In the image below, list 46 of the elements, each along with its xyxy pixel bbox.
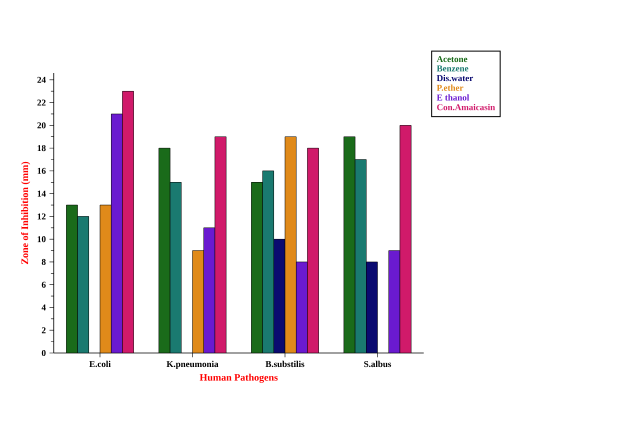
text: P.ether xyxy=(436,84,464,91)
text: Acetone xyxy=(436,56,468,62)
bar xyxy=(307,148,319,353)
y-tick-label: 20 xyxy=(37,122,46,128)
x-tick-label: K.pneumonia xyxy=(166,360,218,369)
y-tick-label: 8 xyxy=(42,258,46,265)
bar xyxy=(192,250,204,353)
bar xyxy=(158,148,170,353)
y-tick-label: 14 xyxy=(38,190,46,197)
bar xyxy=(274,238,286,353)
y-tick-label: 4 xyxy=(42,304,46,310)
bar xyxy=(77,216,90,353)
text: Con.Amaicasin xyxy=(437,104,496,110)
y-tick-label: 22 xyxy=(37,100,46,106)
bar xyxy=(100,204,112,353)
bar xyxy=(284,136,296,353)
bar xyxy=(122,90,134,353)
bar xyxy=(354,159,367,353)
bar xyxy=(214,136,226,353)
x-tick-label: B.substilis xyxy=(266,360,304,368)
y-tick-label: 16 xyxy=(38,168,46,174)
bar xyxy=(170,182,182,353)
text: Dis.water xyxy=(436,74,474,82)
y-tick-label: 12 xyxy=(38,213,46,220)
bar xyxy=(344,136,356,353)
bar xyxy=(110,114,123,353)
x-tick-label: E.coli xyxy=(89,360,111,368)
bar xyxy=(203,228,216,353)
y-axis-title: Zone of Inhibition (mm) xyxy=(21,162,30,264)
y-tick-label: 0 xyxy=(42,350,46,356)
text: E thanol xyxy=(436,94,470,101)
bar xyxy=(366,262,378,353)
bar xyxy=(251,182,263,353)
x-tick-label: S.albus xyxy=(364,360,392,368)
bar xyxy=(262,170,274,353)
bar xyxy=(296,262,308,353)
bar xyxy=(66,204,78,353)
y-tick-label: 2 xyxy=(42,327,46,334)
bar xyxy=(388,250,400,353)
y-tick-label: 10 xyxy=(38,236,46,242)
y-tick-label: 6 xyxy=(42,282,46,288)
y-tick-label: 24 xyxy=(37,76,46,83)
x-axis-title: Human Pathogens xyxy=(200,374,278,383)
y-tick-label: 18 xyxy=(38,145,46,152)
bar xyxy=(400,125,412,353)
text: Benzene xyxy=(436,65,468,72)
